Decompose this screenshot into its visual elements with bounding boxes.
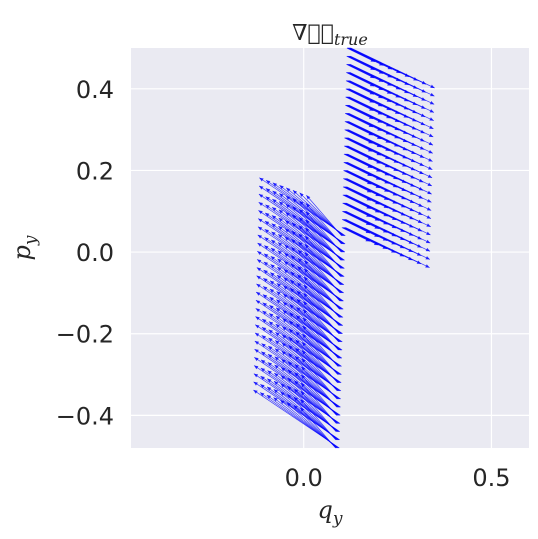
- field-arrow: [256, 259, 344, 318]
- field-arrow: [345, 210, 431, 252]
- field-arrow: [256, 275, 343, 335]
- field-arrow: [346, 178, 432, 219]
- field-arrow: [346, 202, 431, 244]
- field-arrow: [350, 55, 435, 97]
- field-arrow: [349, 80, 434, 121]
- field-arrow: [346, 194, 431, 236]
- x-tick-label: 0.5: [472, 464, 510, 492]
- field-arrow: [255, 291, 343, 351]
- field-arrow: [258, 218, 345, 277]
- field-arrow: [257, 242, 344, 302]
- field-arrow: [350, 64, 435, 105]
- arrow-field: [253, 47, 435, 449]
- field-arrow: [254, 348, 341, 408]
- field-arrow: [348, 121, 433, 162]
- title-subscript: true: [334, 30, 368, 49]
- field-arrow: [257, 226, 345, 286]
- field-arrow: [347, 137, 433, 179]
- field-arrow: [254, 332, 342, 392]
- field-arrow: [258, 193, 346, 253]
- field-arrow: [255, 299, 343, 359]
- field-arrow: [348, 129, 433, 170]
- tick-labels: 0.0 0.5 −0.4 −0.2 0.0 0.2 0.4: [56, 76, 511, 492]
- field-arrow: [345, 219, 430, 260]
- field-arrow: [255, 308, 342, 367]
- chart-title: ∇⃗ℋtrue: [292, 21, 368, 49]
- x-tick-label: 0.0: [285, 464, 323, 492]
- field-arrow: [347, 153, 432, 195]
- title-nabla: ∇⃗: [292, 21, 321, 46]
- y-tick-label: 0.2: [76, 157, 114, 185]
- field-arrow: [258, 210, 345, 269]
- y-tick-label: 0.4: [76, 76, 114, 104]
- field-arrow: [350, 47, 435, 89]
- field-arrow: [347, 170, 432, 211]
- field-arrow: [257, 250, 344, 310]
- field-arrow: [253, 381, 340, 441]
- field-arrow: [259, 177, 346, 237]
- y-axis-label: py: [8, 235, 41, 260]
- field-arrow: [258, 201, 345, 261]
- field-arrow: [253, 389, 340, 449]
- field-arrow: [256, 283, 343, 343]
- field-arrow: [349, 88, 434, 130]
- field-arrow: [257, 234, 344, 294]
- field-arrow: [345, 227, 430, 268]
- field-arrow: [254, 340, 341, 400]
- field-arrow: [258, 185, 346, 245]
- y-tick-label: −0.4: [56, 402, 114, 430]
- x-axis-label: qy: [318, 496, 343, 529]
- title-symbol: ℋ: [321, 21, 334, 46]
- y-tick-label: 0.0: [76, 239, 114, 267]
- y-tick-label: −0.2: [56, 321, 114, 349]
- field-arrow: [346, 186, 431, 228]
- field-arrow: [348, 112, 433, 154]
- field-arrow: [255, 324, 342, 383]
- field-arrow: [349, 96, 434, 138]
- field-arrow: [253, 365, 341, 424]
- grid-lines: [131, 48, 529, 448]
- field-arrow: [347, 145, 433, 187]
- field-arrow: [348, 104, 434, 146]
- field-arrow: [255, 316, 342, 375]
- field-arrow: [349, 72, 435, 113]
- field-arrow: [256, 267, 344, 326]
- field-arrow: [254, 357, 341, 416]
- field-arrow: [253, 373, 341, 432]
- field-arrow: [347, 161, 432, 203]
